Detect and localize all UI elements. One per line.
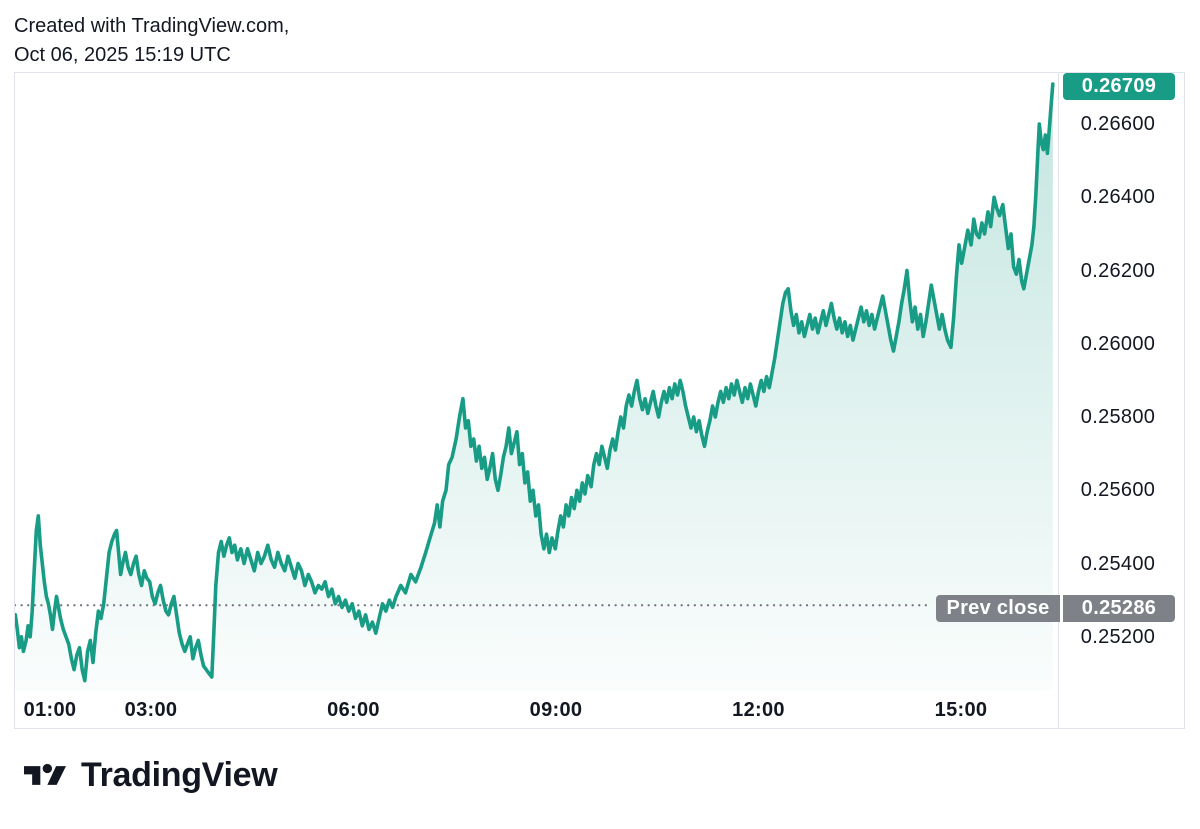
x-axis-label: 09:00 [529, 699, 583, 721]
x-axis-label: 15:00 [934, 699, 988, 721]
attribution: Created with TradingView.com, Oct 06, 20… [14, 12, 289, 70]
last-price-badge: 0.26709 [1063, 73, 1175, 101]
price-axis-separator [1058, 73, 1059, 728]
y-axis-label: 0.26600 [1080, 113, 1156, 135]
tradingview-wordmark: TradingView [81, 756, 278, 794]
y-axis-label: 0.25800 [1080, 406, 1156, 428]
chart-area: 0.26600 0.26400 0.26200 0.26000 0.25800 0.256… [14, 72, 1185, 729]
x-axis-label: 12:00 [732, 699, 785, 721]
x-axis-label: 03:00 [124, 699, 178, 721]
y-axis-label: 0.26000 [1080, 332, 1156, 355]
y-axis-label: 0.26200 [1080, 259, 1156, 282]
x-axis-label: 01:00 [23, 699, 77, 721]
prev-close-label-badge: Prev close [936, 595, 1060, 623]
y-axis-label: 0.26400 [1080, 186, 1156, 209]
attribution-line-2: Oct 06, 2025 15:19 UTC [14, 44, 231, 66]
price-plot [15, 82, 1055, 692]
prev-close-value-badge: 0.25286 [1063, 595, 1175, 623]
tradingview-brand: TradingView [24, 756, 278, 795]
y-axis-label: 0.25200 [1080, 625, 1156, 648]
y-axis-label: 0.25600 [1080, 479, 1156, 502]
tradingview-logo-icon [24, 763, 66, 785]
price-line [15, 82, 1055, 683]
price-area [15, 84, 1053, 692]
y-axis-label: 0.25400 [1080, 552, 1156, 575]
x-axis-label: 06:00 [327, 699, 380, 721]
attribution-line-1: Created with TradingView.com, [14, 15, 290, 37]
